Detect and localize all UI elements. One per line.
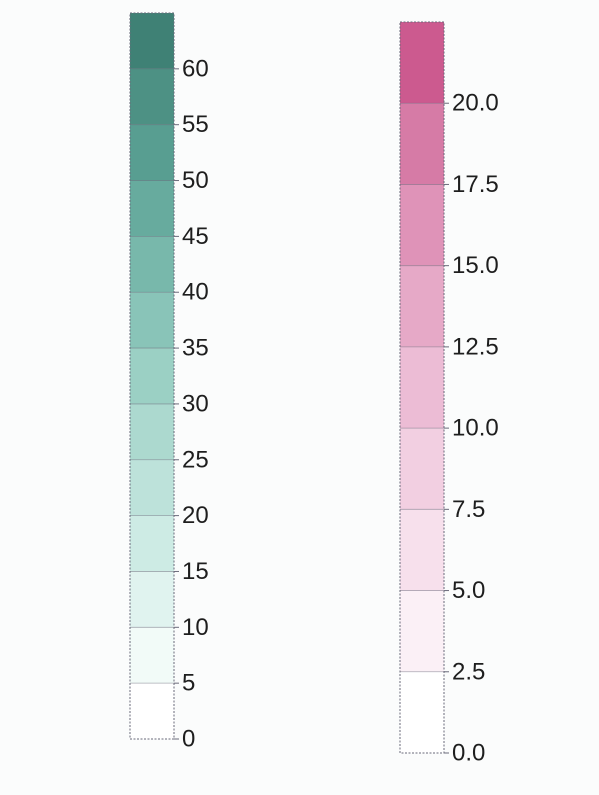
magenta-bin-3 [400, 428, 444, 510]
magenta-tick-label: 10.0 [452, 415, 499, 442]
green-tick-label: 5 [182, 670, 195, 697]
magenta-bin-2 [400, 509, 444, 591]
green-tick-label: 55 [182, 111, 209, 138]
magenta-tick-label: 17.5 [452, 171, 499, 198]
colorbar-green: 0 5 10 15 20 25 30 35 40 45 50 55 60 [129, 12, 209, 753]
green-bin-11 [130, 68, 174, 125]
green-bin-7 [130, 292, 174, 349]
magenta-tick-label: 20.0 [452, 90, 499, 117]
green-tick-label: 15 [182, 558, 209, 585]
magenta-bin-5 [400, 265, 444, 347]
green-tick-label: 0 [182, 726, 195, 753]
magenta-bin-4 [400, 346, 444, 429]
green-bin-1 [130, 627, 174, 684]
green-tick-label: 25 [182, 446, 209, 473]
green-bin-8 [130, 236, 174, 293]
magenta-tick-label: 15.0 [452, 252, 499, 279]
magenta-bin-7 [400, 103, 444, 185]
green-tick-label: 60 [182, 55, 209, 82]
green-tick-label: 50 [182, 167, 209, 194]
green-tick-label: 35 [182, 335, 209, 362]
magenta-tick-label: 5.0 [452, 577, 485, 604]
magenta-bin-8 [400, 22, 444, 104]
magenta-bin-1 [400, 590, 444, 672]
green-bin-3 [130, 515, 174, 572]
green-bin-12 [130, 13, 174, 69]
magenta-bin-0 [400, 671, 444, 753]
magenta-tick-label: 0.0 [452, 740, 485, 767]
green-tick-label: 10 [182, 614, 209, 641]
green-bin-10 [130, 124, 174, 181]
green-tick-label: 40 [182, 279, 209, 306]
colorbar-magenta: 0.0 2.5 5.0 7.5 10.0 12.5 15.0 17.5 20.0 [399, 21, 499, 767]
green-bin-0 [130, 683, 174, 739]
green-bin-9 [130, 180, 174, 237]
magenta-tick-label: 12.5 [452, 333, 499, 360]
magenta-tick-label: 2.5 [452, 658, 485, 685]
green-bin-4 [130, 459, 174, 516]
green-tick-label: 30 [182, 390, 209, 417]
green-bin-2 [130, 571, 174, 628]
green-tick-label: 45 [182, 223, 209, 250]
magenta-tick-label: 7.5 [452, 496, 485, 523]
magenta-bin-6 [400, 184, 444, 266]
green-bin-6 [130, 348, 174, 404]
green-bin-5 [130, 403, 174, 460]
green-outline [129, 12, 175, 740]
green-tick-label: 20 [182, 502, 209, 529]
magenta-outline [399, 21, 445, 754]
